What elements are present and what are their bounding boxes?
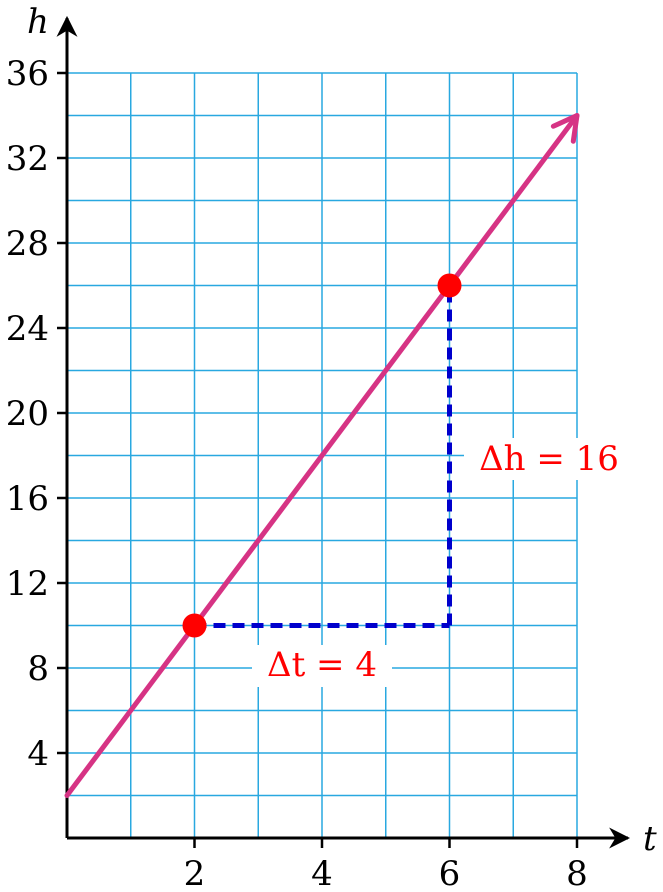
delta-t-label: Δt = 4 <box>267 645 377 685</box>
y-tick-label: 36 <box>6 54 49 94</box>
series-line <box>64 113 580 798</box>
axes <box>56 15 631 849</box>
y-tick-label: 12 <box>6 564 49 604</box>
y-tick-label: 24 <box>6 309 49 349</box>
delta-h-label-bg <box>464 438 634 480</box>
x-tick-label: 2 <box>184 854 206 892</box>
plot-marks <box>64 113 580 798</box>
x-axis-label: t <box>643 819 657 859</box>
y-tick-label: 4 <box>27 734 49 774</box>
x-tick-label: 6 <box>439 854 461 892</box>
x-tick-label: 8 <box>566 854 588 892</box>
y-tick-label: 16 <box>6 479 49 519</box>
data-point <box>182 613 207 638</box>
y-tick-label: 32 <box>6 139 49 179</box>
delta-h-label: Δh = 16 <box>479 439 619 479</box>
data-point <box>437 273 462 298</box>
annotations: Δt = 4 Δh = 16 <box>252 438 634 687</box>
y-tick-label: 28 <box>6 224 49 264</box>
x-tick-label: 4 <box>311 854 333 892</box>
y-tick-label: 20 <box>6 394 49 434</box>
y-tick-label: 8 <box>27 649 49 689</box>
series-line-arrowhead <box>550 113 580 144</box>
delta-t-label-bg <box>252 645 392 687</box>
y-axis-label: h <box>27 2 49 42</box>
